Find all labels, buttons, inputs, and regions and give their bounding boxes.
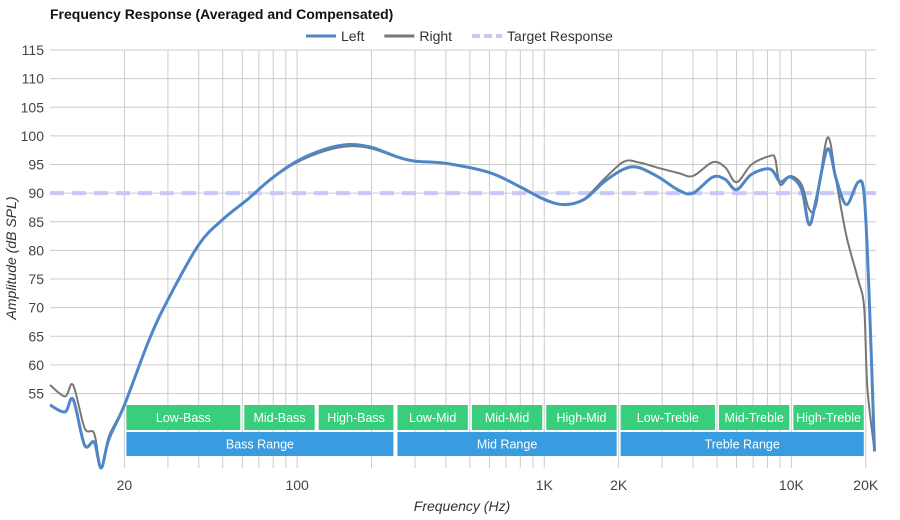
x-tick-label: 1K [536,477,554,493]
band-treble-range [620,432,864,456]
band-label: Low-Treble [637,411,699,425]
x-tick-label: 10K [779,477,805,493]
band-bass-range [126,432,394,456]
grid [50,49,876,468]
y-tick-label: 80 [28,242,44,258]
y-tick-label: 55 [28,386,44,402]
y-axis-label: Amplitude (dB SPL) [3,197,19,321]
y-tick-label: 65 [28,328,44,344]
axis-ticks: 55 60 65 70 75 80 85 90 95 100 105 110 115 20 100 1K 2K 1… [21,42,879,493]
band-high-treble [793,405,864,430]
legend-label: Right [419,28,452,44]
band-label: Treble Range [705,438,780,452]
band-label: Mid-Mid [485,411,529,425]
legend-label: Left [341,28,364,44]
band-low-treble [620,405,715,430]
band-high-mid [546,405,617,430]
band-label: Low-Mid [409,411,456,425]
band-label: Mid-Treble [725,411,784,425]
chart-title: Frequency Response (Averaged and Compens… [50,6,393,22]
band-label: Mid-Bass [253,411,305,425]
y-tick-label: 75 [28,271,44,287]
band-high-bass [318,405,394,430]
y-tick-label: 110 [22,71,45,87]
band-label: Mid Range [477,438,537,452]
y-tick-label: 70 [28,300,44,316]
y-tick-label: 95 [28,157,44,173]
frequency-bands: Low-Bass Mid-Bass High-Bass Low-Mid Mid-Mid H… [126,405,864,456]
y-tick-label: 85 [28,214,44,230]
x-tick-label: 2K [610,477,628,493]
y-tick-label: 100 [21,128,45,144]
y-tick-label: 105 [21,99,45,115]
band-low-bass [126,405,241,430]
series-lines [49,136,877,470]
band-label: Bass Range [226,438,294,452]
band-label: High-Bass [327,411,385,425]
legend-label: Target Response [507,28,613,44]
x-tick-label: 20 [117,477,133,493]
band-mid-bass [244,405,315,430]
y-tick-label: 115 [22,42,45,58]
band-mid-treble [718,405,790,430]
band-low-mid [397,405,468,430]
legend: Left Right Target Response [306,28,613,44]
band-mid-range [397,432,617,456]
y-tick-label: 90 [28,185,44,201]
x-axis-label: Frequency (Hz) [414,498,510,514]
x-tick-label: 20K [853,477,879,493]
band-mid-mid [471,405,543,430]
y-tick-label: 60 [28,357,44,373]
band-label: High-Treble [796,411,861,425]
band-label: High-Mid [556,411,606,425]
series-line-left [49,142,877,470]
x-tick-label: 100 [285,477,309,493]
band-label: Low-Bass [156,411,211,425]
